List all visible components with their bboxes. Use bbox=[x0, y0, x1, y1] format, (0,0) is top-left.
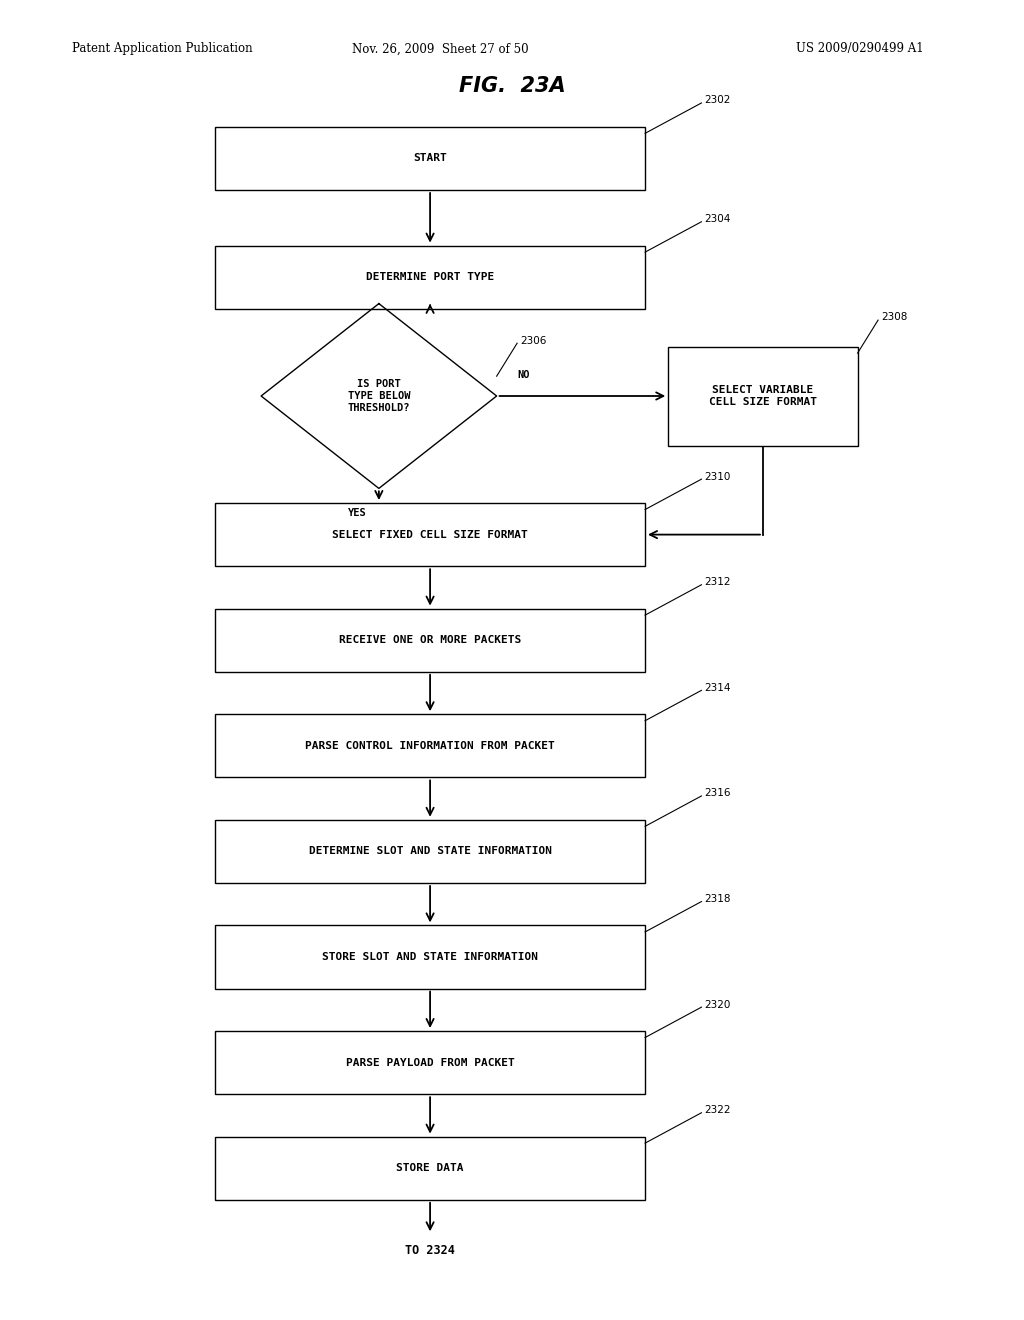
Bar bbox=[215, 1031, 645, 1094]
Text: US 2009/0290499 A1: US 2009/0290499 A1 bbox=[797, 42, 924, 55]
Text: 2310: 2310 bbox=[705, 471, 731, 482]
Bar bbox=[215, 820, 645, 883]
Text: Patent Application Publication: Patent Application Publication bbox=[72, 42, 252, 55]
Text: PARSE PAYLOAD FROM PACKET: PARSE PAYLOAD FROM PACKET bbox=[346, 1057, 514, 1068]
Text: TO 2324: TO 2324 bbox=[406, 1243, 455, 1257]
Text: 2314: 2314 bbox=[705, 682, 731, 693]
Text: 2304: 2304 bbox=[705, 214, 731, 224]
Text: START: START bbox=[414, 153, 446, 164]
Text: STORE SLOT AND STATE INFORMATION: STORE SLOT AND STATE INFORMATION bbox=[323, 952, 538, 962]
Text: NO: NO bbox=[517, 370, 529, 380]
Bar bbox=[215, 503, 645, 566]
Text: 2320: 2320 bbox=[705, 999, 731, 1010]
Text: IS PORT
TYPE BELOW
THRESHOLD?: IS PORT TYPE BELOW THRESHOLD? bbox=[347, 379, 411, 413]
Text: 2316: 2316 bbox=[705, 788, 731, 799]
Text: 2318: 2318 bbox=[705, 894, 731, 904]
Text: STORE DATA: STORE DATA bbox=[396, 1163, 464, 1173]
Polygon shape bbox=[261, 304, 497, 488]
Bar bbox=[215, 127, 645, 190]
Text: FIG.  23A: FIG. 23A bbox=[459, 75, 565, 96]
Text: DETERMINE SLOT AND STATE INFORMATION: DETERMINE SLOT AND STATE INFORMATION bbox=[308, 846, 552, 857]
Bar bbox=[215, 609, 645, 672]
Bar bbox=[668, 346, 857, 446]
Text: SELECT VARIABLE
CELL SIZE FORMAT: SELECT VARIABLE CELL SIZE FORMAT bbox=[709, 385, 817, 407]
Bar bbox=[215, 246, 645, 309]
Bar bbox=[215, 925, 645, 989]
Text: PARSE CONTROL INFORMATION FROM PACKET: PARSE CONTROL INFORMATION FROM PACKET bbox=[305, 741, 555, 751]
Text: 2302: 2302 bbox=[705, 95, 731, 106]
Text: 2306: 2306 bbox=[520, 335, 547, 346]
Text: 2308: 2308 bbox=[881, 313, 907, 322]
Bar bbox=[215, 1137, 645, 1200]
Bar bbox=[215, 714, 645, 777]
Text: Nov. 26, 2009  Sheet 27 of 50: Nov. 26, 2009 Sheet 27 of 50 bbox=[352, 42, 528, 55]
Text: SELECT FIXED CELL SIZE FORMAT: SELECT FIXED CELL SIZE FORMAT bbox=[332, 529, 528, 540]
Text: DETERMINE PORT TYPE: DETERMINE PORT TYPE bbox=[366, 272, 495, 282]
Text: YES: YES bbox=[348, 508, 367, 519]
Text: 2322: 2322 bbox=[705, 1105, 731, 1115]
Text: 2312: 2312 bbox=[705, 577, 731, 587]
Text: RECEIVE ONE OR MORE PACKETS: RECEIVE ONE OR MORE PACKETS bbox=[339, 635, 521, 645]
